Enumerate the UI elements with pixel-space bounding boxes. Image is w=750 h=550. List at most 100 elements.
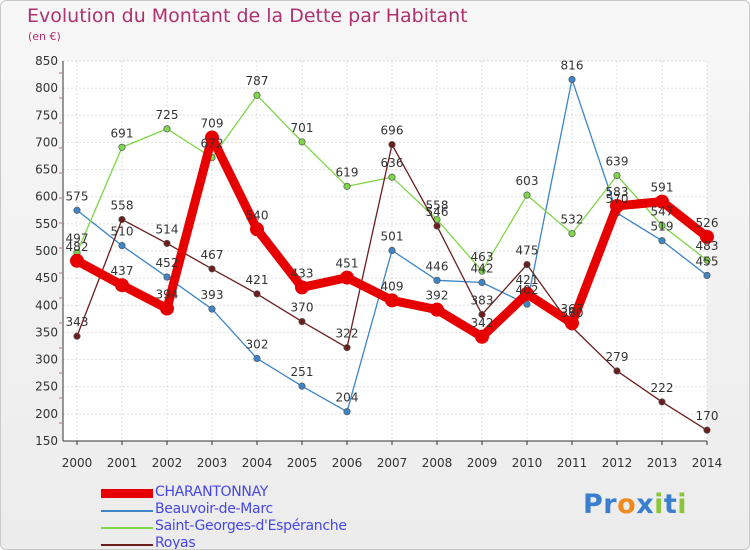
- data-point: [388, 141, 396, 149]
- data-label: 393: [201, 288, 224, 302]
- data-label: 672: [201, 137, 224, 151]
- y-tick-label: 700: [35, 135, 58, 149]
- data-point: [703, 256, 711, 264]
- logo-letter: o: [617, 489, 637, 520]
- data-point: [478, 310, 486, 319]
- data-label: 558: [111, 199, 134, 213]
- x-tick-label: 2014: [692, 456, 723, 470]
- logo-letter: i: [677, 489, 688, 520]
- legend-label: Saint-Georges-d'Espéranche: [155, 518, 347, 534]
- y-tick-label: 850: [35, 54, 58, 68]
- x-tick-label: 2003: [197, 456, 228, 470]
- data-label: 251: [291, 365, 314, 379]
- data-point: [565, 316, 579, 331]
- data-point: [253, 91, 261, 99]
- data-label: 483: [696, 239, 719, 253]
- data-label: 691: [111, 126, 134, 140]
- data-label: 603: [516, 174, 539, 188]
- y-tick-label: 250: [35, 380, 58, 394]
- data-point: [208, 265, 216, 273]
- data-point: [520, 286, 534, 301]
- y-tick-label: 300: [35, 353, 58, 367]
- x-tick-label: 2000: [62, 456, 93, 470]
- x-tick-label: 2009: [467, 456, 498, 470]
- data-label: 421: [516, 273, 539, 287]
- data-point: [70, 253, 84, 268]
- logo-letter: P: [583, 489, 604, 520]
- data-point: [433, 222, 441, 230]
- x-tick-label: 2010: [512, 456, 543, 470]
- data-point: [478, 278, 486, 287]
- x-tick-label: 2007: [377, 456, 408, 470]
- data-label: 701: [291, 121, 314, 135]
- data-label: 583: [606, 185, 629, 199]
- data-label: 497: [66, 232, 89, 246]
- data-label: 696: [381, 124, 404, 138]
- y-tick-label: 400: [35, 298, 58, 312]
- legend-item: Royas: [101, 535, 401, 550]
- data-point: [568, 230, 576, 238]
- data-label: 547: [651, 204, 674, 218]
- data-point: [610, 198, 624, 213]
- data-point: [163, 273, 171, 281]
- data-point: [613, 171, 621, 180]
- data-label: 570: [606, 192, 629, 206]
- proxiti-logo: Proxiti: [583, 489, 687, 520]
- data-point: [700, 229, 714, 244]
- data-point: [118, 215, 126, 224]
- logo-letter: x: [636, 489, 655, 520]
- data-point: [385, 293, 399, 308]
- data-label: 394: [156, 288, 179, 302]
- logo-letter: t: [663, 489, 678, 520]
- data-label: 446: [426, 259, 449, 273]
- x-tick-label: 2011: [557, 456, 588, 470]
- data-point: [388, 246, 396, 255]
- data-point: [208, 305, 216, 313]
- data-label: 342: [471, 316, 494, 330]
- x-tick-label: 2005: [287, 456, 318, 470]
- x-tick-label: 2013: [647, 456, 678, 470]
- y-tick-label: 450: [35, 271, 58, 285]
- data-point: [298, 318, 306, 326]
- y-tick-label: 800: [35, 81, 58, 95]
- data-point: [703, 426, 711, 434]
- data-label: 514: [156, 222, 179, 236]
- data-point: [340, 270, 354, 285]
- data-point: [205, 130, 219, 145]
- data-label: 463: [471, 250, 494, 264]
- data-point: [658, 237, 666, 245]
- data-point: [118, 143, 126, 151]
- data-label: 501: [381, 229, 404, 243]
- y-tick-label: 550: [35, 217, 58, 231]
- data-label: 467: [201, 248, 224, 262]
- data-label: 392: [426, 289, 449, 303]
- x-tick-label: 2008: [422, 456, 453, 470]
- x-tick-label: 2004: [242, 456, 273, 470]
- data-point: [73, 206, 81, 214]
- data-label: 402: [516, 283, 539, 297]
- data-label: 343: [66, 315, 89, 329]
- data-label: 204: [336, 391, 359, 405]
- data-point: [655, 194, 669, 209]
- legend: CHARANTONNAY Beauvoir-de-Marc Saint-Geor…: [101, 484, 401, 550]
- data-point: [430, 302, 444, 317]
- data-point: [118, 242, 126, 250]
- x-tick-label: 2012: [602, 456, 633, 470]
- data-label: 546: [426, 205, 449, 219]
- data-label: 437: [111, 264, 134, 278]
- x-tick-label: 2006: [332, 456, 363, 470]
- data-label: 383: [471, 294, 494, 308]
- data-point: [523, 300, 531, 308]
- legend-item: Saint-Georges-d'Espéranche: [101, 518, 401, 536]
- legend-label: Royas: [155, 535, 196, 550]
- data-label: 482: [66, 240, 89, 254]
- data-point: [658, 221, 666, 230]
- y-tick-label: 350: [35, 325, 58, 339]
- data-point: [160, 301, 174, 316]
- legend-swatch: [101, 527, 153, 529]
- legend-swatch: [101, 489, 153, 498]
- data-point: [475, 329, 489, 344]
- data-point: [253, 290, 261, 298]
- y-tick-label: 750: [35, 108, 58, 122]
